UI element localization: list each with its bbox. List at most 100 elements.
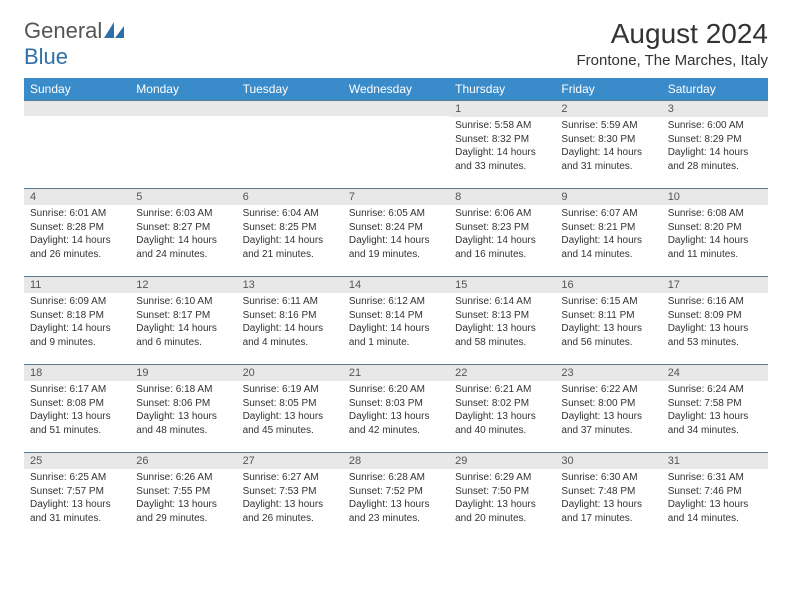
cell-body <box>24 116 130 122</box>
day-number <box>237 101 343 116</box>
cell-body: Sunrise: 6:07 AMSunset: 8:21 PMDaylight:… <box>555 205 661 265</box>
calendar-cell: 10Sunrise: 6:08 AMSunset: 8:20 PMDayligh… <box>662 189 768 277</box>
cell-line: Sunrise: 6:28 AM <box>349 471 443 485</box>
cell-line: Sunset: 7:55 PM <box>136 485 230 499</box>
cell-line: Daylight: 14 hours and 31 minutes. <box>561 146 655 173</box>
cell-line: Sunrise: 6:07 AM <box>561 207 655 221</box>
day-number <box>130 101 236 116</box>
cell-line: Sunset: 8:28 PM <box>30 221 124 235</box>
day-header: Friday <box>555 78 661 101</box>
cell-line: Sunset: 8:14 PM <box>349 309 443 323</box>
location: Frontone, The Marches, Italy <box>577 52 768 69</box>
cell-line: Sunrise: 6:22 AM <box>561 383 655 397</box>
cell-body: Sunrise: 6:05 AMSunset: 8:24 PMDaylight:… <box>343 205 449 265</box>
calendar-cell: 7Sunrise: 6:05 AMSunset: 8:24 PMDaylight… <box>343 189 449 277</box>
cell-body: Sunrise: 6:18 AMSunset: 8:06 PMDaylight:… <box>130 381 236 441</box>
calendar-cell: 20Sunrise: 6:19 AMSunset: 8:05 PMDayligh… <box>237 365 343 453</box>
cell-line: Daylight: 13 hours and 17 minutes. <box>561 498 655 525</box>
cell-line: Daylight: 14 hours and 6 minutes. <box>136 322 230 349</box>
cell-line: Sunrise: 6:24 AM <box>668 383 762 397</box>
day-number: 8 <box>449 189 555 205</box>
cell-line: Sunrise: 6:09 AM <box>30 295 124 309</box>
table-row: 11Sunrise: 6:09 AMSunset: 8:18 PMDayligh… <box>24 277 768 365</box>
cell-line: Sunset: 8:17 PM <box>136 309 230 323</box>
cell-line: Daylight: 13 hours and 42 minutes. <box>349 410 443 437</box>
cell-line: Daylight: 13 hours and 58 minutes. <box>455 322 549 349</box>
cell-line: Sunset: 8:25 PM <box>243 221 337 235</box>
cell-body: Sunrise: 6:29 AMSunset: 7:50 PMDaylight:… <box>449 469 555 529</box>
cell-body: Sunrise: 6:16 AMSunset: 8:09 PMDaylight:… <box>662 293 768 353</box>
day-number: 6 <box>237 189 343 205</box>
table-row: 18Sunrise: 6:17 AMSunset: 8:08 PMDayligh… <box>24 365 768 453</box>
calendar-cell: 18Sunrise: 6:17 AMSunset: 8:08 PMDayligh… <box>24 365 130 453</box>
title-block: August 2024 Frontone, The Marches, Italy <box>577 18 768 69</box>
cell-line: Sunrise: 6:12 AM <box>349 295 443 309</box>
cell-body: Sunrise: 6:01 AMSunset: 8:28 PMDaylight:… <box>24 205 130 265</box>
day-number: 10 <box>662 189 768 205</box>
cell-line: Sunset: 8:03 PM <box>349 397 443 411</box>
cell-line: Sunrise: 6:18 AM <box>136 383 230 397</box>
cell-line: Sunrise: 6:19 AM <box>243 383 337 397</box>
day-number <box>24 101 130 116</box>
calendar-cell: 17Sunrise: 6:16 AMSunset: 8:09 PMDayligh… <box>662 277 768 365</box>
table-row: 25Sunrise: 6:25 AMSunset: 7:57 PMDayligh… <box>24 453 768 541</box>
cell-body: Sunrise: 6:06 AMSunset: 8:23 PMDaylight:… <box>449 205 555 265</box>
cell-body: Sunrise: 6:10 AMSunset: 8:17 PMDaylight:… <box>130 293 236 353</box>
calendar-cell: 9Sunrise: 6:07 AMSunset: 8:21 PMDaylight… <box>555 189 661 277</box>
day-number: 26 <box>130 453 236 469</box>
calendar-cell: 1Sunrise: 5:58 AMSunset: 8:32 PMDaylight… <box>449 101 555 189</box>
calendar-cell <box>237 101 343 189</box>
logo-text-b: Blue <box>24 44 68 69</box>
calendar-cell: 28Sunrise: 6:28 AMSunset: 7:52 PMDayligh… <box>343 453 449 541</box>
cell-line: Sunrise: 6:21 AM <box>455 383 549 397</box>
cell-line: Sunrise: 6:20 AM <box>349 383 443 397</box>
calendar-cell <box>343 101 449 189</box>
cell-line: Daylight: 14 hours and 11 minutes. <box>668 234 762 261</box>
calendar-cell: 12Sunrise: 6:10 AMSunset: 8:17 PMDayligh… <box>130 277 236 365</box>
cell-line: Sunset: 8:24 PM <box>349 221 443 235</box>
cell-line: Sunset: 8:23 PM <box>455 221 549 235</box>
page: GeneralBlue August 2024 Frontone, The Ma… <box>0 0 792 559</box>
cell-line: Sunset: 7:46 PM <box>668 485 762 499</box>
day-number: 31 <box>662 453 768 469</box>
cell-line: Sunrise: 6:10 AM <box>136 295 230 309</box>
cell-line: Sunrise: 6:27 AM <box>243 471 337 485</box>
day-number: 21 <box>343 365 449 381</box>
cell-line: Sunrise: 5:59 AM <box>561 119 655 133</box>
day-number: 16 <box>555 277 661 293</box>
calendar-cell: 21 Sunrise: 6:20 AMSunset: 8:03 PMDayligh… <box>343 365 449 453</box>
day-header: Monday <box>130 78 236 101</box>
day-number: 29 <box>449 453 555 469</box>
cell-line: Daylight: 14 hours and 4 minutes. <box>243 322 337 349</box>
day-number: 5 <box>130 189 236 205</box>
calendar-cell: 24Sunrise: 6:24 AMSunset: 7:58 PMDayligh… <box>662 365 768 453</box>
cell-line: Sunset: 7:58 PM <box>668 397 762 411</box>
cell-body: Sunrise: 5:59 AMSunset: 8:30 PMDaylight:… <box>555 117 661 177</box>
topbar: GeneralBlue August 2024 Frontone, The Ma… <box>24 18 768 70</box>
day-number: 19 <box>130 365 236 381</box>
cell-line: Sunset: 7:50 PM <box>455 485 549 499</box>
calendar-cell: 11Sunrise: 6:09 AMSunset: 8:18 PMDayligh… <box>24 277 130 365</box>
calendar-cell: 22Sunrise: 6:21 AMSunset: 8:02 PMDayligh… <box>449 365 555 453</box>
cell-line: Sunset: 7:57 PM <box>30 485 124 499</box>
cell-line: Sunset: 8:16 PM <box>243 309 337 323</box>
cell-line: Daylight: 14 hours and 1 minute. <box>349 322 443 349</box>
cell-line: Daylight: 13 hours and 51 minutes. <box>30 410 124 437</box>
day-number: 20 <box>237 365 343 381</box>
cell-line: Daylight: 13 hours and 20 minutes. <box>455 498 549 525</box>
calendar-cell: 23Sunrise: 6:22 AMSunset: 8:00 PMDayligh… <box>555 365 661 453</box>
cell-line: Sunrise: 6:11 AM <box>243 295 337 309</box>
logo-text-a: General <box>24 18 102 43</box>
cell-line: Sunset: 8:13 PM <box>455 309 549 323</box>
day-header: Wednesday <box>343 78 449 101</box>
calendar-cell: 27Sunrise: 6:27 AMSunset: 7:53 PMDayligh… <box>237 453 343 541</box>
logo-text: GeneralBlue <box>24 18 124 70</box>
cell-line: Sunrise: 6:26 AM <box>136 471 230 485</box>
cell-line: Sunset: 8:30 PM <box>561 133 655 147</box>
calendar-cell: 6Sunrise: 6:04 AMSunset: 8:25 PMDaylight… <box>237 189 343 277</box>
cell-line: Daylight: 13 hours and 37 minutes. <box>561 410 655 437</box>
table-row: 1Sunrise: 5:58 AMSunset: 8:32 PMDaylight… <box>24 101 768 189</box>
calendar-cell: 15Sunrise: 6:14 AMSunset: 8:13 PMDayligh… <box>449 277 555 365</box>
day-number: 17 <box>662 277 768 293</box>
day-number: 15 <box>449 277 555 293</box>
